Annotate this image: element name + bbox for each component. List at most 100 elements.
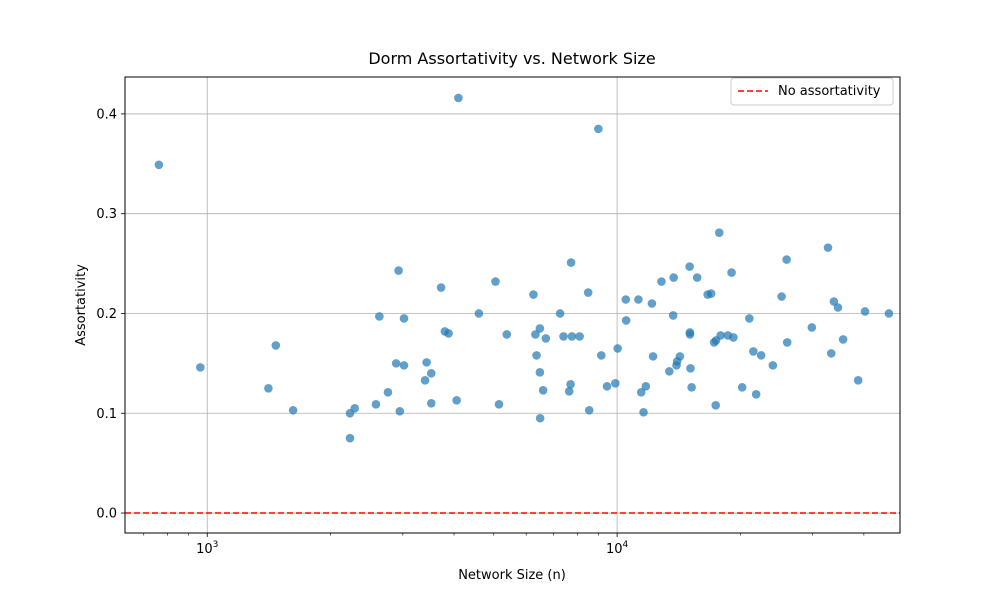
data-point	[399, 361, 409, 370]
data-point	[454, 93, 463, 103]
data-point	[532, 351, 541, 360]
data-point	[395, 406, 405, 416]
data-point	[711, 400, 721, 410]
data-point	[692, 273, 702, 282]
data-point	[706, 289, 716, 298]
data-point	[782, 338, 792, 347]
data-point	[375, 312, 384, 321]
data-point	[594, 124, 603, 134]
data-point	[621, 295, 631, 304]
data-point	[833, 303, 843, 312]
data-point	[639, 407, 648, 417]
plot-frame	[124, 76, 901, 534]
legend: No assortativity	[730, 77, 894, 106]
data-point	[584, 405, 594, 415]
data-point	[838, 335, 848, 344]
data-point	[535, 368, 545, 377]
data-point	[371, 399, 381, 409]
data-point	[756, 351, 766, 360]
data-point	[288, 405, 298, 415]
data-point	[350, 403, 360, 413]
data-point	[566, 258, 576, 267]
data-point	[436, 283, 446, 292]
data-point	[745, 314, 754, 323]
data-point	[777, 292, 786, 301]
data-point	[685, 330, 695, 339]
data-point	[807, 323, 817, 332]
data-point	[345, 433, 355, 443]
chart-title: Dorm Assortativity vs. Network Size	[368, 49, 655, 68]
legend-label: No assortativity	[778, 84, 881, 99]
data-point	[826, 349, 836, 358]
data-point	[686, 364, 695, 373]
data-point	[668, 311, 678, 320]
data-point	[648, 352, 658, 361]
data-point	[154, 160, 164, 170]
data-point	[502, 330, 512, 339]
data-point	[737, 383, 747, 392]
y-tick-label: 0.4	[96, 107, 117, 122]
data-point	[575, 332, 584, 341]
data-point	[535, 324, 545, 333]
data-point	[564, 387, 574, 396]
data-point	[474, 309, 484, 318]
data-point	[494, 399, 504, 409]
data-point	[383, 388, 393, 397]
data-point	[535, 413, 545, 423]
legend-box	[730, 77, 894, 106]
data-point	[399, 314, 409, 323]
data-point	[613, 344, 622, 353]
data-point	[566, 380, 575, 389]
data-point	[559, 332, 568, 341]
data-point	[567, 332, 577, 341]
y-axis-label: Assortativity	[74, 264, 89, 346]
data-point	[749, 347, 758, 356]
data-point	[531, 330, 540, 339]
data-point	[657, 277, 666, 286]
data-point	[751, 390, 761, 399]
y-tick-label: 0.0	[96, 507, 117, 522]
data-point	[541, 334, 551, 343]
data-point	[768, 361, 778, 370]
data-point	[271, 341, 281, 350]
data-point	[636, 388, 646, 397]
data-point	[669, 273, 678, 282]
data-point	[621, 316, 631, 325]
data-points	[154, 93, 894, 443]
data-point	[529, 290, 538, 299]
data-point	[665, 367, 674, 376]
data-point	[491, 277, 500, 286]
y-tick-label: 0.2	[96, 307, 117, 322]
x-axis-label: Network Size (n)	[458, 568, 566, 583]
data-point	[716, 331, 725, 340]
data-point	[860, 307, 870, 316]
data-point	[729, 333, 738, 342]
data-point	[685, 262, 694, 271]
data-point	[196, 363, 205, 372]
data-point	[391, 359, 401, 368]
y-tick-label: 0.3	[96, 207, 117, 222]
data-point	[675, 352, 685, 361]
data-point	[641, 382, 651, 391]
data-point	[687, 383, 696, 392]
data-point	[611, 379, 620, 388]
data-point	[634, 295, 643, 304]
data-point	[583, 288, 593, 297]
data-point	[444, 329, 453, 338]
data-point	[264, 384, 273, 393]
data-point	[602, 382, 612, 391]
data-point	[727, 268, 736, 277]
data-point	[823, 243, 833, 252]
data-point	[596, 351, 606, 360]
data-point	[647, 299, 657, 308]
data-point	[884, 309, 894, 318]
data-point	[420, 376, 430, 385]
data-point	[782, 255, 791, 264]
data-point	[426, 369, 436, 378]
data-point	[426, 398, 436, 408]
y-tick-label: 0.1	[96, 407, 117, 422]
data-point	[394, 266, 403, 275]
data-point	[538, 386, 548, 395]
data-point	[422, 358, 431, 367]
data-point	[452, 395, 461, 405]
